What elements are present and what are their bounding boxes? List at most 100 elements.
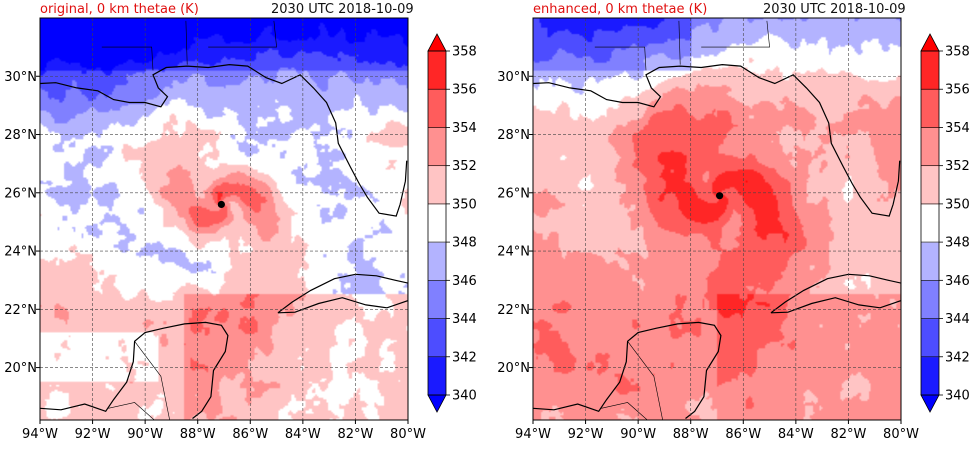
state-border	[208, 20, 277, 48]
y-tick-label: 20°N	[497, 361, 530, 376]
us-gulf-coastline	[533, 63, 901, 217]
colorbar-tick-label: 348	[452, 236, 477, 251]
left-panel-title: original, 0 km thetae (K)	[40, 2, 199, 17]
x-tick-label: 84°W	[285, 427, 321, 442]
storm-center-marker	[716, 192, 724, 200]
y-tick-label: 22°N	[4, 303, 37, 318]
left-gridlines	[40, 18, 408, 420]
colorbar-segment	[921, 51, 939, 90]
storm-center-marker	[217, 200, 225, 209]
colorbar-over-arrow	[427, 33, 447, 52]
colorbar-tick-label: 342	[452, 350, 477, 365]
x-tick-label: 80°W	[390, 427, 426, 442]
y-tick-label: 20°N	[4, 361, 37, 376]
colorbar-segment	[428, 318, 446, 358]
x-tick-label: 92°W	[75, 427, 111, 442]
colorbar-tick-label: 340	[945, 389, 970, 404]
colorbar-tick-label: 340	[452, 389, 477, 404]
colorbar-segment	[428, 51, 446, 90]
x-tick-label: 88°W	[180, 427, 216, 442]
colorbar-segment	[428, 127, 446, 167]
colorbar-tick-label: 350	[452, 197, 477, 212]
left-thetae-field	[40, 18, 408, 420]
x-tick-label: 84°W	[778, 427, 814, 442]
right-panel-title: enhanced, 0 km thetae (K)	[533, 2, 708, 17]
x-tick-label: 94°W	[22, 427, 58, 442]
left-coastlines	[40, 20, 408, 420]
colorbar-segment	[921, 280, 939, 320]
colorbar-segment	[428, 89, 446, 128]
right-map-frame	[532, 17, 902, 421]
state-border	[594, 46, 647, 71]
state-border	[101, 46, 154, 71]
right-panel-time: 2030 UTC 2018-10-09	[763, 2, 906, 17]
right-thetae-field	[533, 18, 901, 420]
colorbar-tick-label: 352	[452, 159, 477, 174]
x-tick-label: 82°W	[337, 427, 373, 442]
cuba-coastline	[277, 273, 408, 314]
y-tick-label: 26°N	[4, 186, 37, 201]
colorbar-segment	[428, 242, 446, 281]
state-border	[678, 20, 681, 65]
colorbar-tick-label: 358	[452, 45, 477, 60]
y-tick-label: 24°N	[497, 245, 530, 260]
x-tick-label: 94°W	[515, 427, 551, 442]
colorbar-tick-label: 344	[945, 312, 970, 327]
colorbar-segment	[921, 203, 939, 243]
right-coastlines	[533, 20, 901, 420]
y-tick-label: 30°N	[497, 70, 530, 85]
state-border	[627, 341, 663, 420]
colorbar-under-arrow	[920, 394, 940, 413]
colorbar-segment	[921, 127, 939, 167]
left-colorbar: 340 342 344 346 348 350 352 354 356 358	[427, 33, 477, 413]
colorbar-under-arrow	[427, 394, 447, 413]
state-border	[601, 402, 648, 420]
cuba-coastline	[770, 273, 901, 314]
y-tick-label: 24°N	[4, 245, 37, 260]
x-tick-label: 92°W	[568, 427, 604, 442]
right-map-panel: 94°W 92°W 90°W 88°W 86°W 84°W 82°W 80°W 20°N 22°N…	[497, 17, 919, 442]
colorbar-tick-label: 348	[945, 236, 970, 251]
colorbar-tick-label: 358	[945, 45, 970, 60]
state-border	[185, 20, 188, 65]
x-tick-label: 86°W	[232, 427, 268, 442]
colorbar-segment	[921, 89, 939, 128]
left-map-frame	[39, 17, 409, 421]
colorbar-frame	[427, 50, 447, 396]
left-panel-time: 2030 UTC 2018-10-09	[271, 2, 414, 17]
x-tick-label: 80°W	[883, 427, 919, 442]
us-gulf-coastline	[40, 63, 408, 217]
colorbar-tick-label: 352	[945, 159, 970, 174]
colorbar-segment	[921, 356, 939, 396]
state-border	[701, 20, 770, 48]
x-tick-label: 86°W	[725, 427, 761, 442]
colorbar-tick-label: 356	[945, 83, 970, 98]
colorbar-tick-label: 346	[452, 274, 477, 289]
yucatan-coastline	[40, 321, 229, 419]
colorbar-tick-label: 344	[452, 312, 477, 327]
y-tick-label: 28°N	[4, 128, 37, 143]
colorbar-over-arrow	[920, 33, 940, 52]
y-tick-label: 26°N	[497, 186, 530, 201]
y-tick-label: 30°N	[4, 70, 37, 85]
colorbar-segment	[921, 242, 939, 281]
x-tick-label: 90°W	[127, 427, 163, 442]
colorbar-tick-label: 354	[452, 121, 477, 136]
x-tick-label: 88°W	[673, 427, 709, 442]
right-gridlines	[533, 18, 901, 420]
x-tick-label: 90°W	[620, 427, 656, 442]
yucatan-coastline	[533, 321, 722, 419]
colorbar-tick-label: 342	[945, 350, 970, 365]
colorbar-segment	[428, 280, 446, 320]
x-tick-label: 82°W	[830, 427, 866, 442]
y-tick-label: 22°N	[497, 303, 530, 318]
colorbar-segment	[428, 165, 446, 205]
colorbar-tick-label: 356	[452, 83, 477, 98]
colorbar-segment	[428, 203, 446, 243]
colorbar-tick-label: 354	[945, 121, 970, 136]
right-colorbar: 340 342 344 346 348 350 352 354 356 358	[920, 33, 970, 413]
y-tick-label: 28°N	[497, 128, 530, 143]
colorbar-tick-label: 350	[945, 197, 970, 212]
colorbar-frame	[920, 50, 940, 396]
colorbar-tick-label: 346	[945, 274, 970, 289]
